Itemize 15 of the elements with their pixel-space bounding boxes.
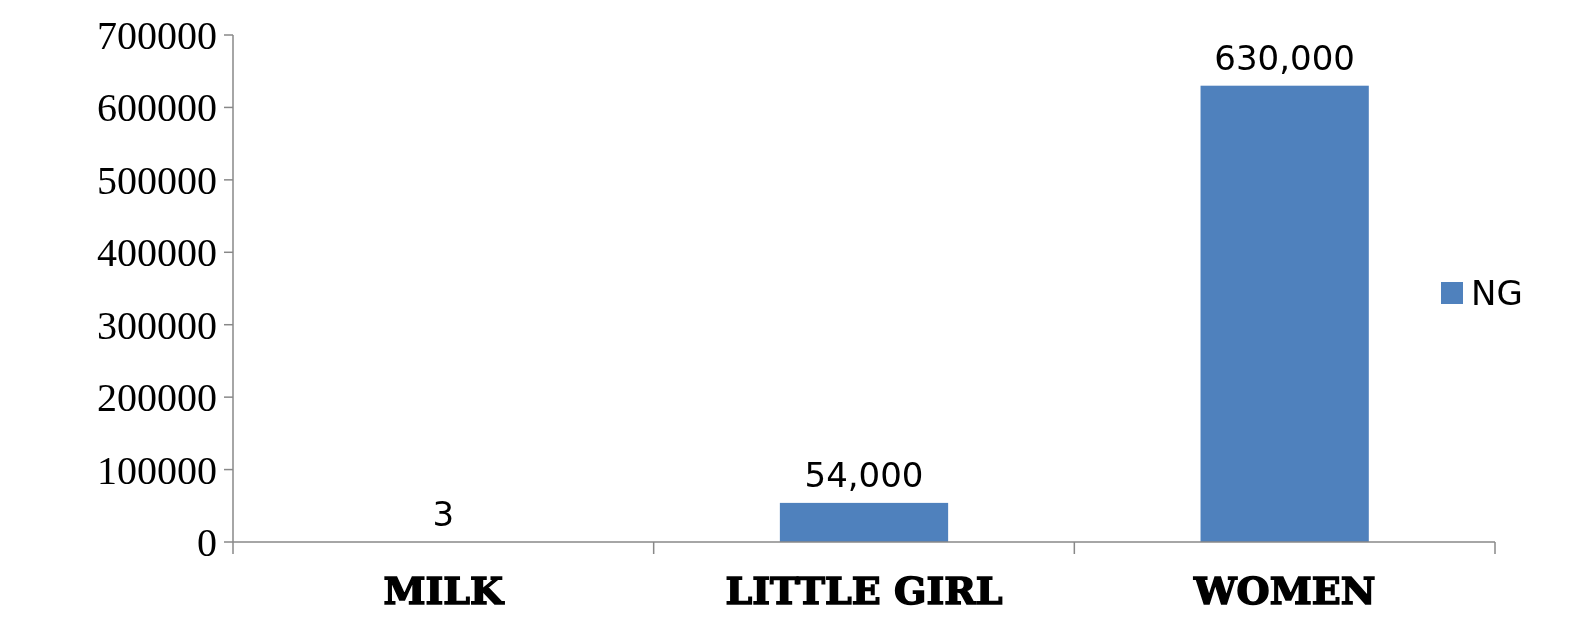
y-tick-label: 100000 bbox=[97, 447, 217, 493]
y-tick-label: 300000 bbox=[97, 302, 217, 348]
y-tick-label: 0 bbox=[197, 520, 217, 565]
data-label: 54,000 bbox=[804, 454, 924, 495]
y-tick-label: 400000 bbox=[97, 230, 217, 276]
data-label: 3 bbox=[432, 494, 455, 534]
y-tick-label: 500000 bbox=[97, 157, 217, 203]
x-tick-label: LITTLE GIRL bbox=[725, 568, 1003, 613]
data-label: 630,000 bbox=[1214, 37, 1355, 78]
x-tick-label: WOMEN bbox=[1192, 568, 1376, 613]
y-tick-label: 700000 bbox=[97, 13, 217, 58]
x-tick-label: MILK bbox=[383, 568, 506, 613]
y-tick-label: 600000 bbox=[97, 85, 217, 131]
y-tick-label: 200000 bbox=[97, 375, 217, 421]
legend-label: NG bbox=[1471, 272, 1523, 313]
